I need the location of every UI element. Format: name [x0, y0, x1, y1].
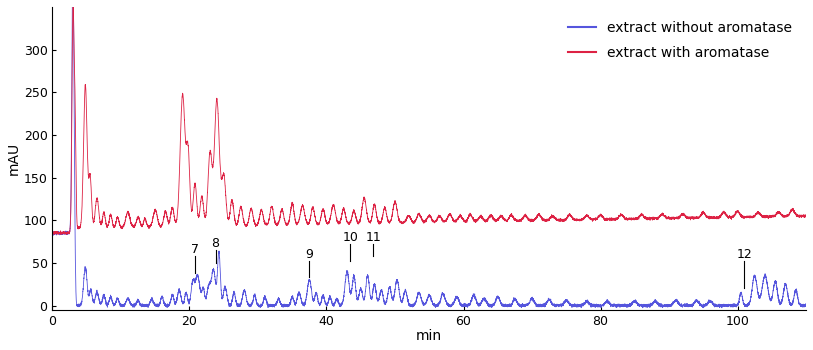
extract without aromatase: [48, 231, 58, 235]
extract with aromatase: [62, 232, 72, 237]
X-axis label: min: min: [416, 329, 442, 343]
extract without aromatase: [801, 303, 811, 308]
extract with aromatase: [626, 218, 636, 222]
Text: 8: 8: [211, 237, 220, 250]
extract without aromatase: [449, 301, 459, 306]
Text: 12: 12: [737, 248, 752, 261]
extract with aromatase: [449, 219, 459, 223]
Text: 11: 11: [365, 231, 381, 244]
extract with aromatase: [48, 231, 58, 236]
extract without aromatase: [626, 303, 636, 308]
extract with aromatase: [801, 215, 811, 219]
extract without aromatase: [489, 302, 498, 306]
extract without aromatase: [112, 297, 122, 301]
extract with aromatase: [489, 215, 498, 219]
Text: 7: 7: [191, 243, 199, 256]
Y-axis label: mAU: mAU: [7, 142, 21, 175]
extract without aromatase: [717, 306, 727, 310]
Legend: extract without aromatase, extract with aromatase: extract without aromatase, extract with …: [568, 21, 792, 60]
extract with aromatase: [67, 141, 76, 145]
extract with aromatase: [112, 215, 122, 219]
extract with aromatase: [68, 0, 78, 4]
Text: 10: 10: [342, 231, 359, 244]
Line: extract with aromatase: extract with aromatase: [53, 1, 806, 235]
extract without aromatase: [67, 121, 76, 126]
Line: extract without aromatase: extract without aromatase: [53, 0, 806, 308]
Text: 9: 9: [306, 248, 313, 261]
extract with aromatase: [397, 220, 406, 224]
extract without aromatase: [397, 299, 406, 303]
